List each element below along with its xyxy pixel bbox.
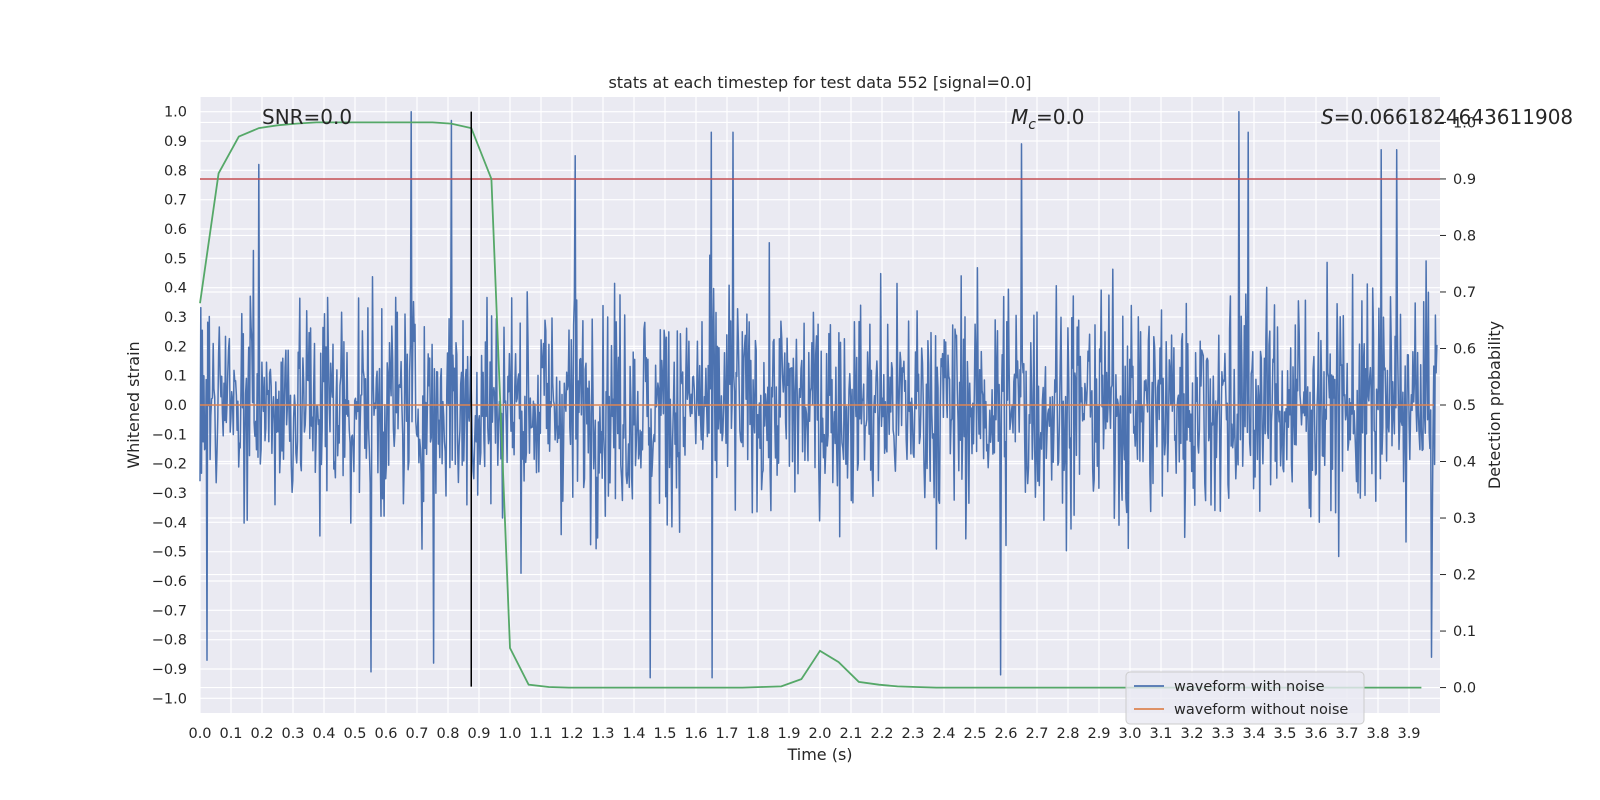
- x-tick-label: 2.6: [994, 726, 1017, 742]
- y2-tick-labels: 1.0 0.9 0.8 0.7 0.6 0.5 0.4 0.3 0.2 0.1 0.0: [1440, 115, 1476, 697]
- chirp-mass-value: =0.0: [1036, 105, 1085, 129]
- y2-tick-label: 0.1: [1453, 624, 1476, 640]
- legend-label-noise: waveform with noise: [1174, 679, 1325, 695]
- x-tick-label: 2.7: [1025, 726, 1048, 742]
- y-tick-label: 0.8: [164, 163, 187, 179]
- y-tick-label: 0.4: [164, 281, 187, 297]
- x-tick-label: 2.5: [963, 726, 986, 742]
- x-tick-label: 2.0: [808, 726, 831, 742]
- x-tick-label: 0.0: [188, 726, 211, 742]
- x-tick-label: 0.4: [312, 726, 335, 742]
- chirp-mass-annotation: Mc=0.0: [1011, 105, 1085, 133]
- legend: waveform with noise waveform without noi…: [1125, 671, 1365, 725]
- x-tick-label: 0.9: [467, 726, 490, 742]
- x-tick-label: 0.5: [343, 726, 366, 742]
- y2-tick-label: 0.9: [1453, 172, 1476, 188]
- s-annotation: S=0.0661824643611908: [1321, 105, 1573, 129]
- y-tick-label: 0.0: [164, 398, 187, 414]
- x-tick-label: 3.6: [1304, 726, 1327, 742]
- x-tick-label: 1.3: [591, 726, 614, 742]
- y2-axis-label: Detection probability: [1485, 321, 1504, 489]
- x-tick-label: 3.1: [1149, 726, 1172, 742]
- series-waveform-with-noise: [199, 110, 1438, 679]
- y2-tick-label: 0.4: [1453, 455, 1476, 471]
- snr-annotation: SNR=0.0: [262, 105, 352, 129]
- y-tick-label: 0.5: [164, 251, 187, 267]
- chirp-mass-symbol: M: [1011, 105, 1028, 129]
- x-tick-label: 1.4: [622, 726, 645, 742]
- y-axis-label: Whitened strain: [124, 341, 143, 468]
- x-tick-label: 0.2: [250, 726, 273, 742]
- y2-tick-label: 0.5: [1453, 398, 1476, 414]
- y-tick-label: −0.8: [152, 633, 187, 649]
- y-tick-label: 0.2: [164, 339, 187, 355]
- y2-tick-label: 0.0: [1453, 681, 1476, 697]
- x-tick-label: 0.8: [436, 726, 459, 742]
- y-tick-label: −0.3: [152, 486, 187, 502]
- legend-label-clean: waveform without noise: [1174, 702, 1348, 718]
- y-tick-label: −0.1: [152, 427, 187, 443]
- x-tick-label: 2.4: [932, 726, 955, 742]
- y2-tick-label: 0.2: [1453, 568, 1476, 584]
- x-tick-label: 0.1: [219, 726, 242, 742]
- x-tick-label: 1.8: [746, 726, 769, 742]
- s-symbol: S: [1321, 105, 1334, 129]
- chirp-mass-subscript: c: [1028, 117, 1036, 133]
- x-tick-label: 3.4: [1242, 726, 1265, 742]
- x-tick-label: 1.7: [715, 726, 738, 742]
- y2-tick-label: 0.3: [1453, 511, 1476, 527]
- x-tick-labels: 0.0 0.1 0.2 0.3 0.4 0.5 0.6 0.7 0.8 0.9 1.0 1.1 1.2 1…: [188, 726, 1420, 742]
- y-tick-label: −0.5: [152, 545, 187, 561]
- y-tick-label: −0.6: [152, 574, 187, 590]
- x-tick-label: 3.5: [1273, 726, 1296, 742]
- x-tick-label: 3.3: [1211, 726, 1234, 742]
- x-tick-label: 0.7: [405, 726, 428, 742]
- y-tick-label: 0.7: [164, 193, 187, 209]
- y-tick-label: −0.4: [152, 515, 187, 531]
- x-tick-label: 1.5: [653, 726, 676, 742]
- y-tick-label: 0.6: [164, 222, 187, 238]
- x-tick-label: 2.8: [1056, 726, 1079, 742]
- y-tick-label: −1.0: [152, 691, 187, 707]
- x-tick-label: 3.7: [1335, 726, 1358, 742]
- y-tick-label: 0.3: [164, 310, 187, 326]
- x-tick-label: 3.8: [1366, 726, 1389, 742]
- y-tick-label: 0.1: [164, 369, 187, 385]
- y2-tick-label: 0.8: [1453, 228, 1476, 244]
- x-tick-label: 2.2: [870, 726, 893, 742]
- x-tick-label: 2.9: [1087, 726, 1110, 742]
- x-tick-label: 1.1: [529, 726, 552, 742]
- x-tick-label: 3.9: [1397, 726, 1420, 742]
- x-tick-label: 2.3: [901, 726, 924, 742]
- x-tick-label: 1.0: [498, 726, 521, 742]
- x-tick-label: 2.1: [839, 726, 862, 742]
- x-tick-label: 1.6: [684, 726, 707, 742]
- y-tick-label: −0.2: [152, 457, 187, 473]
- legend-frame: [1125, 671, 1365, 725]
- s-value: =0.0661824643611908: [1334, 105, 1573, 129]
- y2-tick-label: 0.6: [1453, 341, 1476, 357]
- y-tick-label: −0.9: [152, 662, 187, 678]
- waveform-with-noise-line: [199, 110, 1438, 679]
- y-tick-label: −0.7: [152, 603, 187, 619]
- chart-title: stats at each timestep for test data 552…: [608, 73, 1031, 92]
- x-axis-label: Time (s): [786, 745, 852, 764]
- y-tick-labels: 1.0 0.9 0.8 0.7 0.6 0.5 0.4 0.3 0.2 0.1 0.0 −0.1 −0.…: [152, 105, 187, 708]
- x-tick-label: 0.3: [281, 726, 304, 742]
- x-tick-label: 3.2: [1180, 726, 1203, 742]
- x-tick-label: 1.2: [560, 726, 583, 742]
- x-tick-label: 1.9: [777, 726, 800, 742]
- y-tick-label: 1.0: [164, 105, 187, 121]
- y-tick-label: 0.9: [164, 134, 187, 150]
- x-tick-label: 3.0: [1118, 726, 1141, 742]
- x-tick-label: 0.6: [374, 726, 397, 742]
- y2-tick-label: 1.0: [1453, 115, 1476, 131]
- y2-tick-label: 0.7: [1453, 285, 1476, 301]
